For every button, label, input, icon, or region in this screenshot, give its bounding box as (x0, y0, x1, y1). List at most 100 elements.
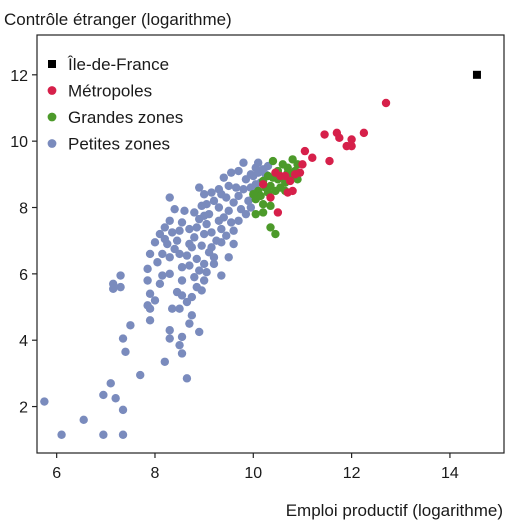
point-petites-zones (207, 188, 216, 197)
point-petites-zones (199, 259, 209, 269)
point-petites-zones (192, 254, 201, 264)
point-petites-zones (118, 430, 128, 439)
legend-label: Petites zones (68, 135, 170, 154)
point-petites-zones (224, 206, 233, 216)
point-petites-zones (199, 229, 209, 239)
point-petites-zones (241, 209, 251, 219)
point-petites-zones (199, 276, 209, 285)
point-petites-zones (185, 224, 194, 234)
point-metropoles (298, 160, 307, 169)
point-petites-zones (202, 219, 211, 229)
point-petites-zones (160, 223, 170, 232)
point-petites-zones (234, 191, 243, 201)
point-metropoles (290, 170, 300, 179)
point-petites-zones (175, 226, 184, 235)
point-petites-zones (99, 430, 108, 439)
point-petites-zones (145, 249, 155, 259)
point-petites-zones (165, 216, 174, 225)
legend-marker (47, 86, 57, 95)
legend: Île-de-France Métropoles Grandes zones Peti… (47, 55, 183, 154)
point-petites-zones (175, 249, 184, 259)
point-petites-zones (190, 272, 199, 282)
legend-label: Métropoles (68, 82, 152, 101)
point-grandes-zones (271, 229, 280, 239)
point-petites-zones (217, 190, 226, 199)
point-petites-zones (219, 173, 228, 182)
point-metropoles (266, 193, 275, 202)
point-petites-zones (185, 261, 194, 270)
y-tick-label: 6 (19, 267, 28, 284)
point-petites-zones (108, 284, 118, 293)
point-metropoles (381, 98, 391, 108)
point-grandes-zones (266, 201, 275, 211)
point-petites-zones (190, 208, 199, 217)
point-petites-zones (195, 327, 204, 337)
point-grandes-zones (268, 156, 278, 166)
point-grandes-zones (258, 208, 268, 217)
point-petites-zones (165, 326, 174, 335)
point-petites-zones (167, 228, 177, 237)
point-petites-zones (167, 304, 177, 313)
point-petites-zones (150, 296, 160, 305)
data-points (40, 70, 481, 439)
point-metropoles (335, 133, 344, 143)
legend-marker (47, 112, 57, 122)
point-petites-zones (185, 319, 194, 328)
x-tick-label: 6 (52, 465, 61, 482)
point-petites-zones (40, 397, 49, 406)
point-petites-zones (177, 276, 187, 285)
point-petites-zones (239, 158, 248, 167)
x-tick-label: 14 (441, 465, 459, 482)
point-grandes-zones (251, 209, 260, 219)
point-petites-zones (155, 279, 165, 289)
point-petites-zones (246, 203, 256, 212)
point-metropoles (300, 146, 310, 156)
point-petites-zones (226, 218, 236, 227)
legend-marker (47, 139, 57, 148)
point-petites-zones (217, 224, 226, 234)
point-petites-zones (99, 390, 108, 400)
point-petites-zones (209, 259, 219, 269)
point-petites-zones (153, 258, 162, 267)
point-petites-zones (175, 304, 184, 313)
point-petites-zones (190, 233, 199, 242)
x-axis-title: Emploi productif (logarithme) (286, 501, 503, 520)
point-grandes-zones (249, 190, 258, 199)
point-petites-zones (229, 198, 238, 207)
point-metropoles (258, 180, 268, 189)
point-petites-zones (177, 263, 187, 272)
point-petites-zones (143, 301, 152, 310)
point-petites-zones (231, 183, 241, 192)
axes: 6 8 10 12 14 2 4 6 8 10 12 (10, 34, 505, 482)
point-petites-zones (165, 269, 174, 279)
point-ile-de-france (472, 70, 481, 79)
point-petites-zones (251, 180, 260, 189)
point-petites-zones (158, 271, 167, 280)
point-petites-zones (172, 236, 182, 245)
point-petites-zones (209, 196, 219, 206)
point-petites-zones (145, 289, 155, 298)
point-petites-zones (160, 234, 170, 244)
point-petites-zones (145, 316, 155, 325)
point-petites-zones (202, 267, 211, 277)
y-tick-label: 10 (10, 134, 28, 151)
point-petites-zones (172, 287, 182, 297)
x-tick-label: 12 (343, 465, 361, 482)
point-petites-zones (234, 216, 243, 225)
legend-marker (48, 60, 56, 68)
point-petites-zones (182, 251, 192, 260)
point-petites-zones (158, 249, 167, 259)
point-petites-zones (79, 415, 88, 425)
point-petites-zones (187, 292, 197, 302)
point-petites-zones (224, 181, 233, 191)
point-petites-zones (199, 190, 209, 199)
y-tick-label: 12 (10, 68, 28, 85)
point-petites-zones (177, 218, 187, 227)
point-petites-zones (219, 213, 228, 222)
point-petites-zones (229, 239, 238, 249)
point-petites-zones (143, 264, 152, 274)
point-metropoles (273, 208, 283, 217)
point-petites-zones (121, 347, 130, 357)
point-petites-zones (116, 282, 125, 292)
